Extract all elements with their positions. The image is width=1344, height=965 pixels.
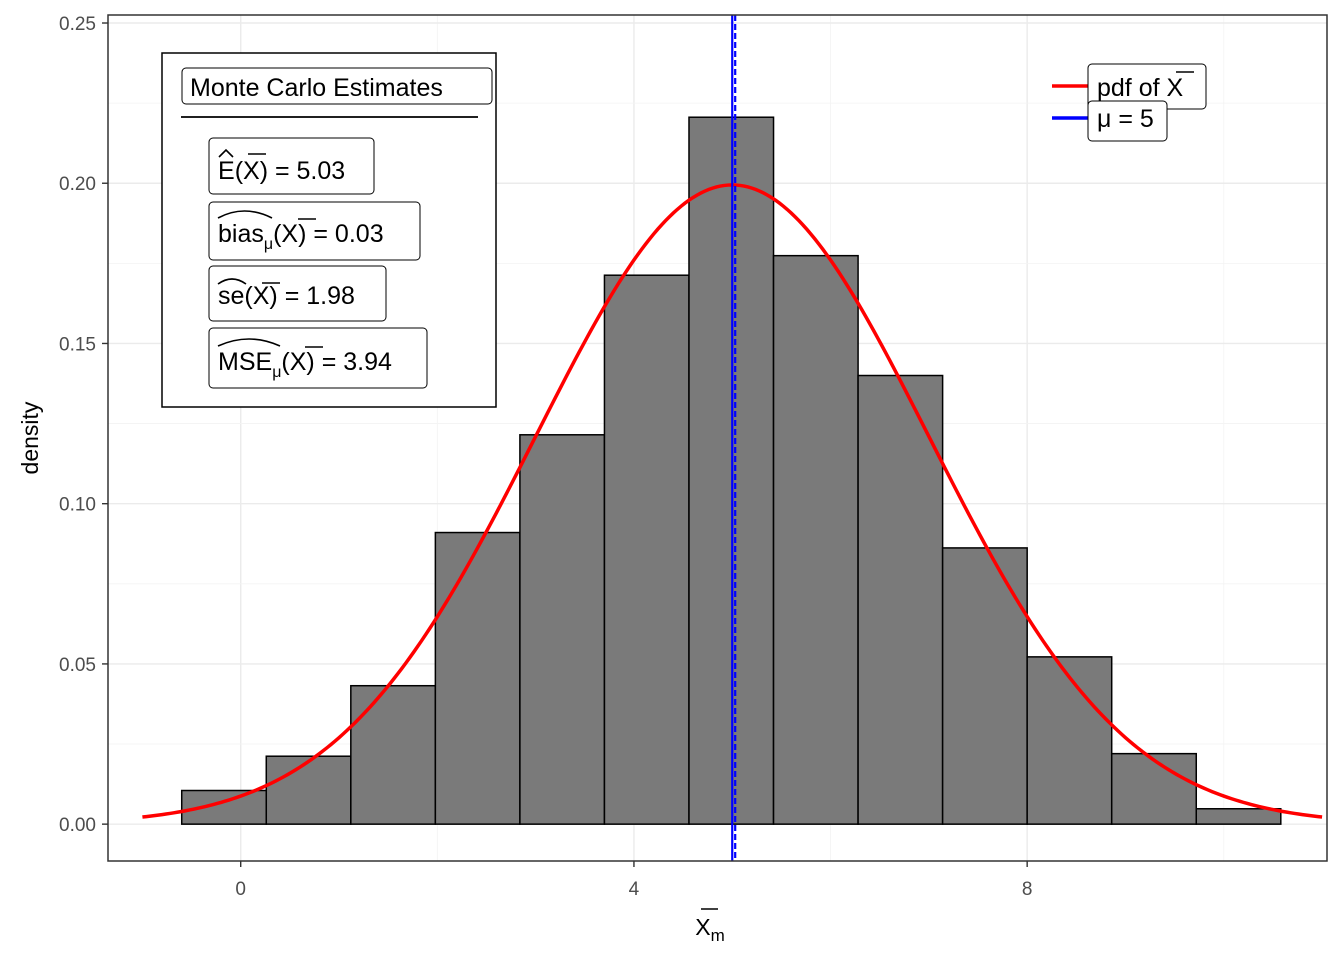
legend-pdf-label: pdf of X — [1097, 74, 1184, 102]
x-axis-title: Xm — [695, 914, 725, 945]
y-tick-label: 0.00 — [59, 815, 96, 836]
estimate-se-text: se(X) = 1.98 — [218, 282, 355, 310]
histogram-bar-8 — [857, 374, 944, 825]
estimate-mse-text: MSEμ(X) = 3.94 — [218, 348, 392, 381]
estimate-se-box — [208, 265, 387, 322]
histogram-bar-3 — [434, 531, 521, 825]
reference-lines — [731, 15, 737, 861]
estimate-mse-box — [208, 327, 428, 389]
histogram-bar-7 — [772, 254, 859, 825]
estimate-mse-hat — [217, 338, 281, 347]
plot-panel-border — [107, 14, 1328, 862]
histogram-bar-2 — [350, 684, 437, 825]
estimate-bias-hat — [217, 210, 273, 219]
histogram-bar-5 — [603, 274, 690, 825]
histogram-bar-1 — [265, 755, 352, 825]
y-tick-label: 0.20 — [59, 174, 96, 195]
estimate-bias-text: biasμ(X) = 0.03 — [218, 220, 384, 253]
legend: pdf of X μ = 5 — [1052, 63, 1207, 142]
histogram-bar-4 — [519, 434, 606, 825]
x-tick-label: 4 — [629, 879, 640, 900]
y-tick-label: 0.15 — [59, 334, 96, 355]
axes: 0 4 8 0.00 0.05 0.10 0.15 0.20 0.25 — [59, 14, 1032, 900]
estimate-expectation-hat — [218, 148, 234, 158]
estimate-bias: biasμ(X) = 0.03 — [208, 201, 421, 261]
estimate-expectation-text: E(X) = 5.03 — [218, 157, 345, 185]
y-tick-label: 0.25 — [59, 14, 96, 35]
y-tick-label: 0.05 — [59, 655, 96, 676]
histogram-bar-10 — [1026, 656, 1113, 825]
histogram-bar-9 — [941, 547, 1028, 825]
estimate-bias-box — [208, 201, 421, 261]
y-axis-title: density — [17, 401, 43, 474]
estimate-expectation: E(X) = 5.03 — [208, 137, 375, 195]
x-tick-label: 8 — [1022, 879, 1033, 900]
estimate-se-hat — [217, 278, 247, 285]
histogram-bar-11 — [1110, 752, 1198, 825]
legend-mu-label-box — [1087, 100, 1168, 142]
estimate-standard-error: se(X) = 1.98 — [208, 265, 387, 322]
legend-mu-label: μ = 5 — [1097, 105, 1154, 133]
monte-carlo-estimates-box: Monte Carlo Estimates E(X) = 5.03 biasμ(… — [161, 52, 497, 408]
x-tick-label: 0 — [235, 879, 246, 900]
estimates-title-box — [181, 67, 493, 105]
estimate-expectation-box — [208, 137, 375, 195]
histogram-bar-12 — [1195, 808, 1282, 825]
y-tick-label: 0.10 — [59, 495, 96, 516]
estimates-title: Monte Carlo Estimates — [190, 74, 443, 102]
estimate-mse: MSEμ(X) = 3.94 — [208, 327, 428, 389]
